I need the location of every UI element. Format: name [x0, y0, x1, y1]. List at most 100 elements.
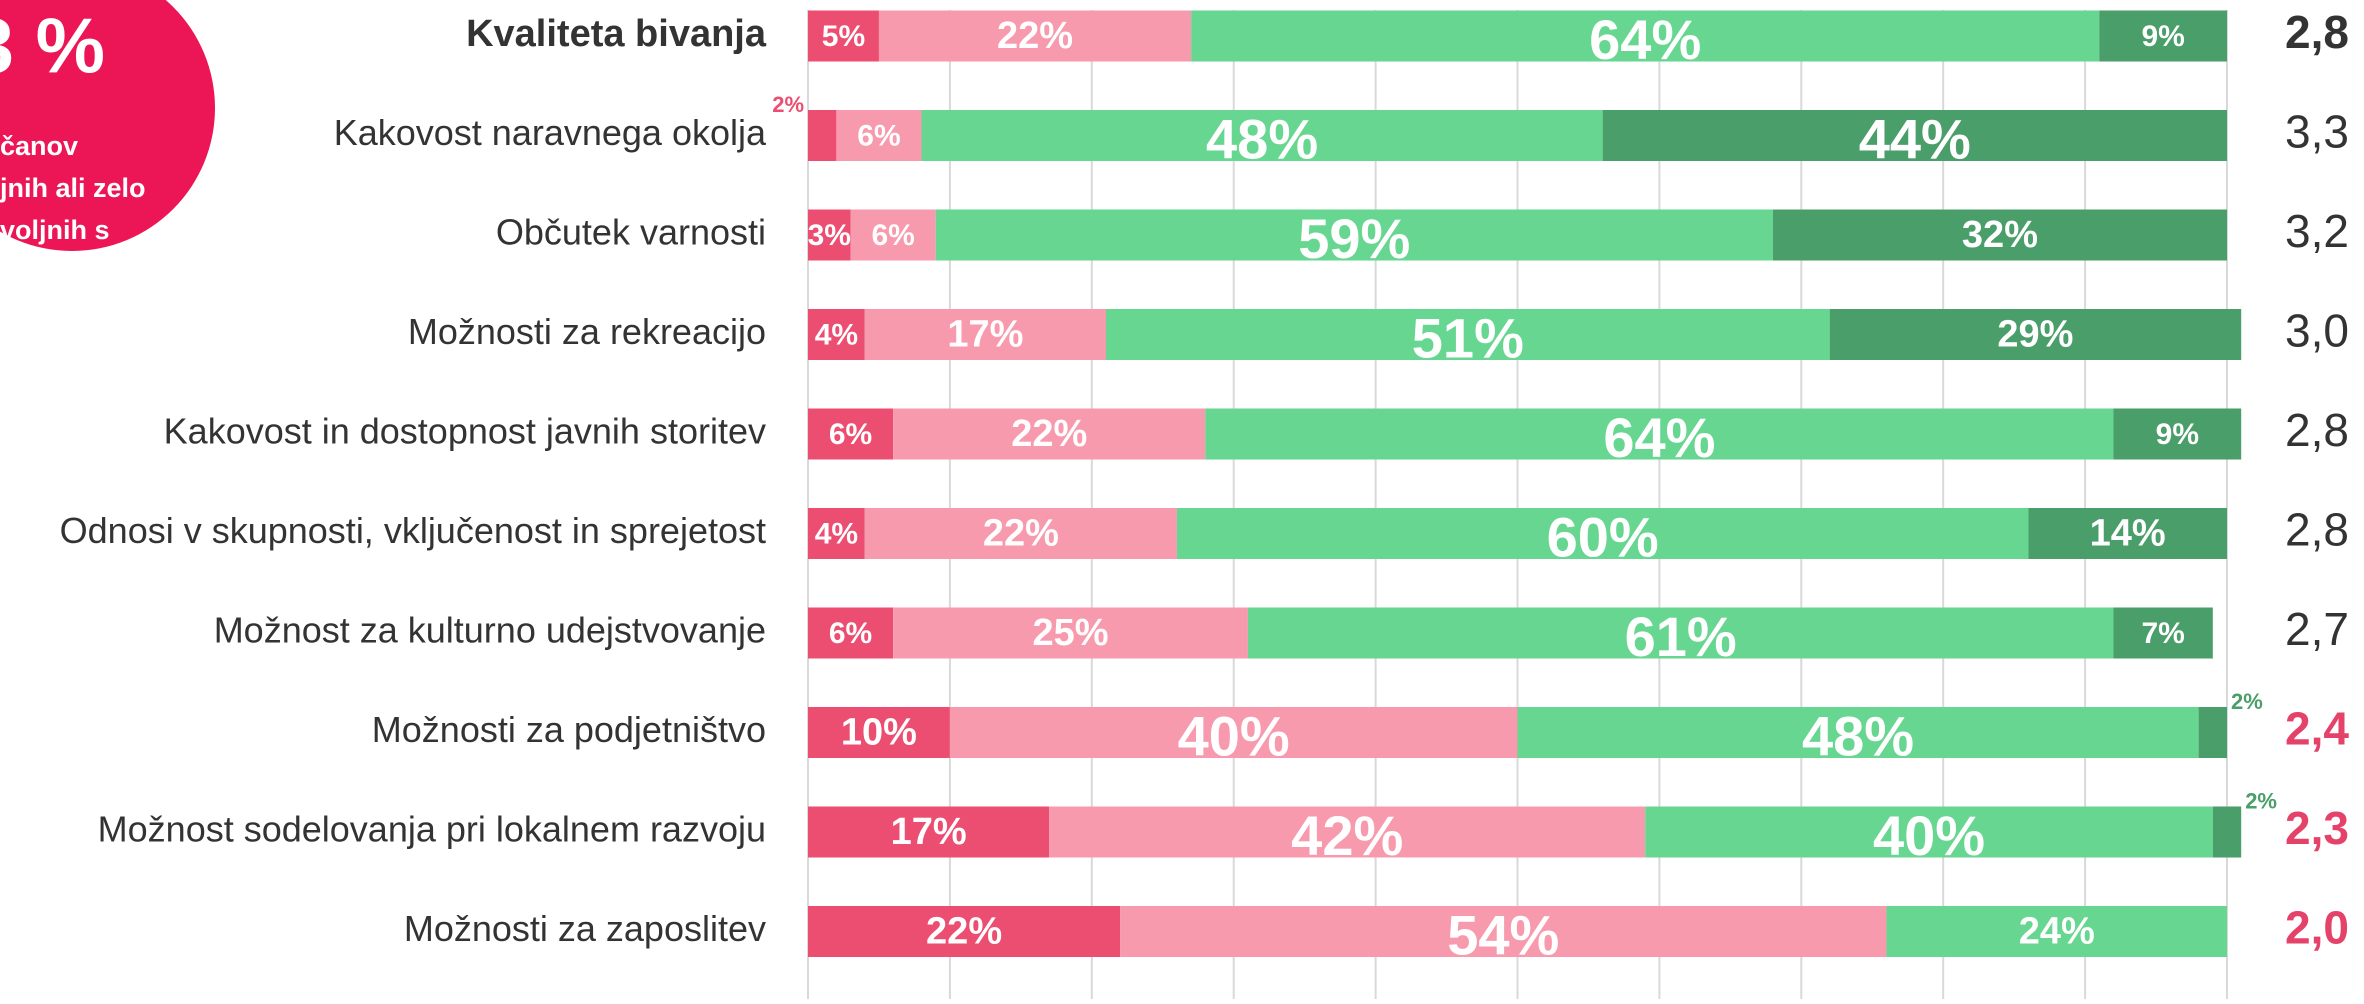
- bar-segment: [2113, 408, 2242, 460]
- annotation-circle: [0, 0, 215, 251]
- value-label: 40%: [1178, 704, 1290, 767]
- value-label: 59%: [1298, 207, 1410, 270]
- bar-segment: [2198, 707, 2227, 758]
- annotation-value: 3 %: [0, 2, 105, 90]
- score-label: 2,8: [2285, 404, 2349, 456]
- value-label: 5%: [822, 20, 865, 53]
- bar-segment: [864, 508, 1177, 559]
- value-label: 2%: [2245, 788, 2277, 813]
- bar-segment: [808, 209, 851, 261]
- value-label: 40%: [1873, 804, 1985, 867]
- value-label: 42%: [1291, 804, 1403, 867]
- value-label: 4%: [815, 517, 858, 550]
- bar-segment: [808, 408, 894, 460]
- value-label: 17%: [891, 811, 967, 853]
- value-label: 3%: [808, 219, 851, 252]
- bar-segment: [1829, 309, 2242, 360]
- category-label: Odnosi v skupnosti, vključenost in sprej…: [60, 510, 766, 551]
- bar-segment: [1120, 906, 1887, 957]
- category-label: Možnost za kulturno udejstvovanje: [214, 610, 766, 651]
- value-label: 6%: [857, 119, 900, 152]
- score-label: 3,2: [2285, 205, 2349, 257]
- bar-segment: [1205, 408, 2114, 460]
- value-label: 25%: [1032, 612, 1108, 654]
- value-label: 10%: [841, 712, 917, 754]
- value-label: 9%: [2141, 20, 2184, 53]
- score-label: 3,0: [2285, 305, 2349, 357]
- score-label: 2,7: [2285, 603, 2349, 655]
- bar-segment: [1105, 309, 1830, 360]
- bar-segment: [808, 10, 879, 62]
- bar-segment: [878, 10, 1192, 62]
- value-label: 6%: [871, 219, 914, 252]
- category-label: Možnosti za podjetništvo: [372, 709, 766, 750]
- value-label: 2%: [2231, 689, 2263, 714]
- value-label: 32%: [1962, 214, 2038, 256]
- annotation-line: voljnih s: [0, 215, 110, 245]
- bar-segment: [1602, 110, 2227, 161]
- value-label: 7%: [2141, 617, 2184, 650]
- value-label: 29%: [1997, 314, 2073, 356]
- category-label: Možnosti za rekreacijo: [408, 311, 766, 352]
- score-label: 2,4: [2285, 703, 2349, 755]
- bar-segment: [2099, 10, 2227, 62]
- bar-segment: [921, 110, 1603, 161]
- value-label: 2%: [772, 92, 804, 117]
- bar-segment: [949, 707, 1518, 758]
- value-label: 4%: [815, 318, 858, 351]
- annotation-line: čanov: [0, 131, 78, 161]
- bar-segment: [850, 209, 936, 261]
- category-label: Možnost sodelovanja pri lokalnem razvoju: [98, 809, 766, 850]
- bar-segment: [2113, 607, 2213, 659]
- score-label: 2,8: [2285, 6, 2349, 58]
- value-label: 48%: [1802, 704, 1914, 767]
- value-label: 64%: [1603, 406, 1715, 469]
- value-label: 22%: [983, 513, 1059, 555]
- bar-segment: [808, 707, 950, 758]
- value-label: 61%: [1625, 605, 1737, 668]
- bar-segment: [1517, 707, 2199, 758]
- bar-segment: [808, 508, 865, 559]
- bar-segment: [1176, 508, 2029, 559]
- bar-segment: [808, 906, 1121, 957]
- bar-segment: [2212, 806, 2242, 858]
- value-label: 64%: [1589, 8, 1701, 71]
- bar-segment: [935, 209, 1773, 261]
- bar-segment: [1645, 806, 2213, 858]
- value-label: 22%: [997, 15, 1073, 57]
- bar-segment: [2028, 508, 2227, 559]
- bar-segment: [808, 806, 1050, 858]
- bar-segment: [1191, 10, 2100, 62]
- annotation-line: jnih ali zelo: [0, 173, 146, 203]
- value-label: 6%: [829, 617, 872, 650]
- bar-segment: [1886, 906, 2227, 957]
- category-label: Občutek varnosti: [496, 212, 766, 253]
- score-label: 3,3: [2285, 106, 2349, 158]
- bar-segment: [1247, 607, 2114, 659]
- bar-segment: [808, 110, 837, 161]
- value-label: 24%: [2019, 911, 2095, 953]
- bar-segment: [1772, 209, 2227, 261]
- value-label: 9%: [2156, 418, 2199, 451]
- value-label: 60%: [1547, 505, 1659, 568]
- category-label: Možnosti za zaposlitev: [404, 908, 766, 949]
- value-label: 22%: [926, 911, 1002, 953]
- bar-segment: [893, 607, 1248, 659]
- value-label: 6%: [829, 418, 872, 451]
- value-label: 17%: [947, 314, 1023, 356]
- annotation-line: eto bivanja: [0, 257, 142, 287]
- bar-segment: [836, 110, 922, 161]
- bar-segment: [893, 408, 1206, 460]
- category-label: Kakovost in dostopnost javnih storitev: [164, 411, 766, 452]
- score-label: 2,0: [2285, 902, 2349, 954]
- value-label: 14%: [2090, 513, 2166, 555]
- bar-segment: [808, 309, 865, 360]
- value-label: 51%: [1412, 306, 1524, 369]
- category-label: Kvaliteta bivanja: [466, 13, 767, 55]
- score-label: 2,8: [2285, 504, 2349, 556]
- bar-segment: [864, 309, 1106, 360]
- value-label: 44%: [1859, 107, 1971, 170]
- value-label: 54%: [1447, 903, 1559, 966]
- value-label: 48%: [1206, 107, 1318, 170]
